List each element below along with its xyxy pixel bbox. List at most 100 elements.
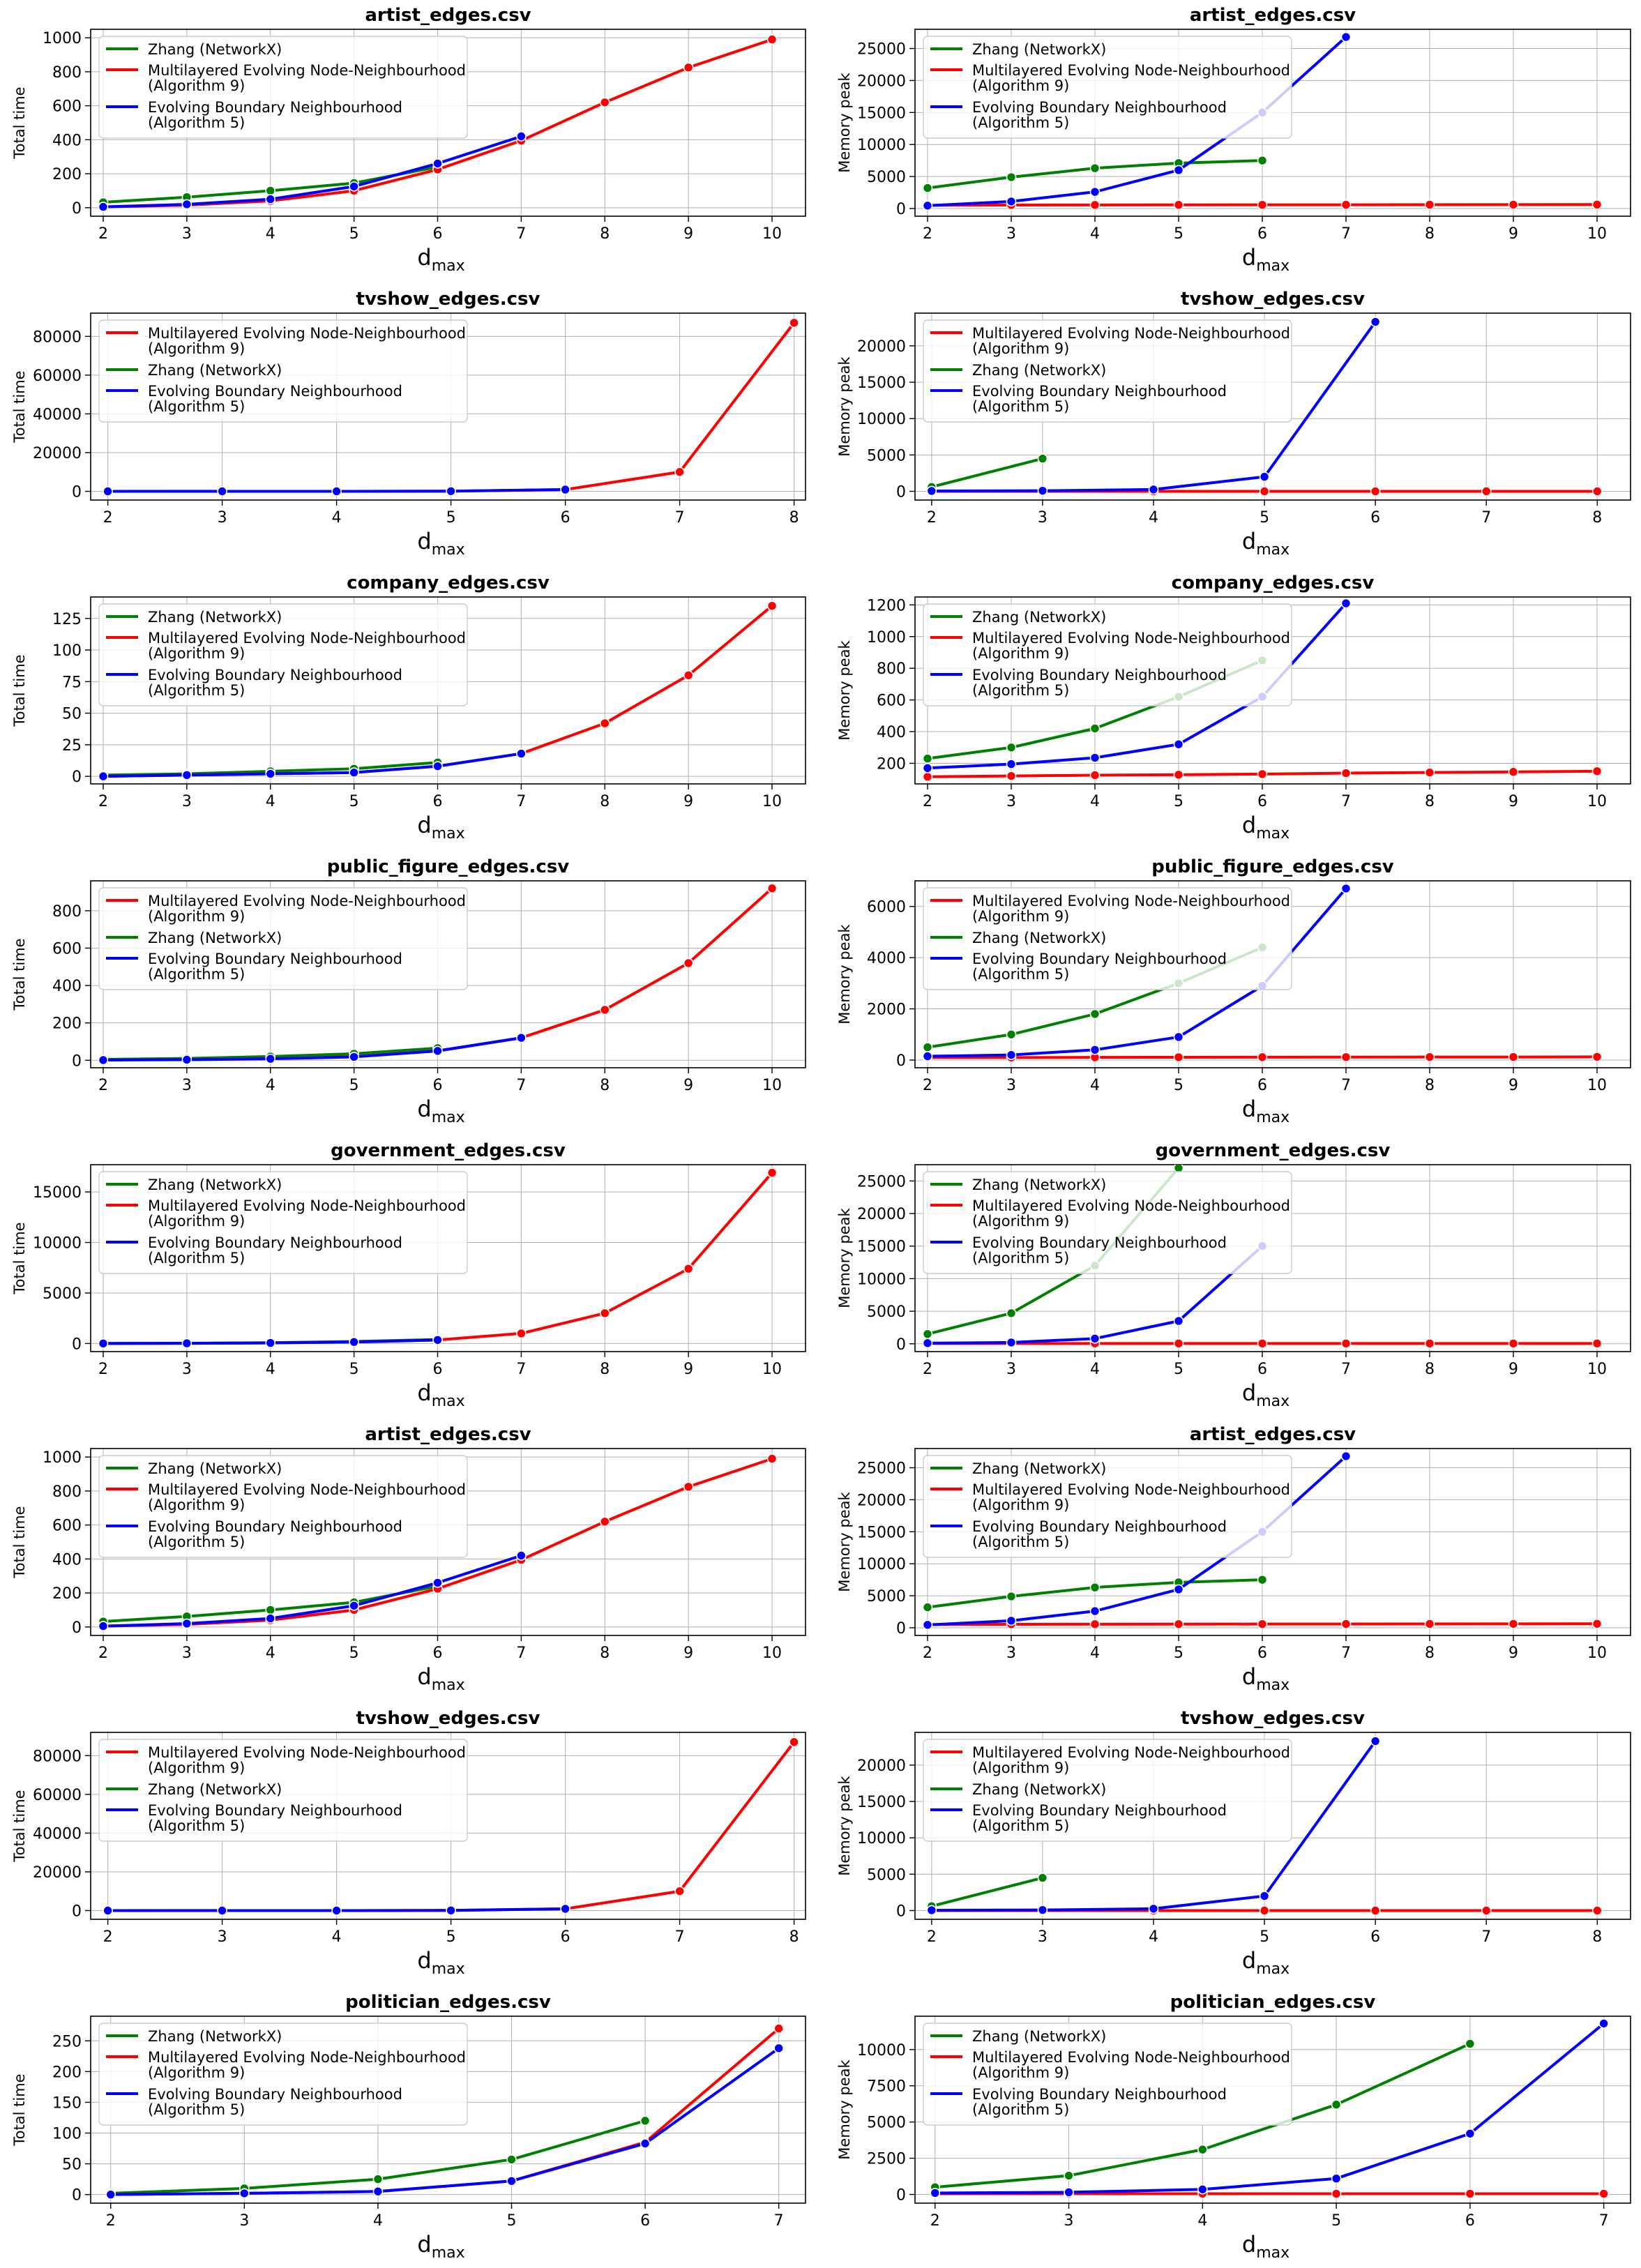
data-point-ebn: [432, 158, 443, 169]
data-point-ebn: [1089, 1605, 1101, 1617]
subplot-13: 2 3 4 5 6 7 8 0 20000 40000 60000 80000 tvshow_edges…: [11, 1708, 806, 1978]
y-tick-label: 40000: [33, 406, 82, 423]
y-tick-label: 125: [52, 611, 82, 628]
x-tick-label: 5: [1174, 1361, 1184, 1378]
data-point-mlenn: [766, 1453, 778, 1464]
y-tick-label: 400: [877, 724, 906, 741]
data-point-mlenn: [1508, 1338, 1519, 1349]
legend: Zhang (NetworkX) Multilayered Evolving No…: [923, 2023, 1292, 2126]
legend-label-zhang: Zhang (NetworkX): [148, 1460, 282, 1477]
y-tick-label: 600: [877, 693, 906, 710]
data-point-zhang: [265, 186, 276, 196]
subplot-title: public_figure_edges.csv: [1151, 856, 1394, 877]
plot-frame: [90, 596, 806, 785]
x-tick-label: 10: [762, 1361, 782, 1378]
plot-frame: [90, 1164, 806, 1352]
data-point-ebn: [560, 1903, 570, 1914]
y-tick-label: 20000: [857, 1757, 906, 1775]
series-line-ebn: [103, 135, 522, 209]
legend-box: [923, 319, 1292, 423]
data-point-mlenn: [683, 1481, 694, 1492]
y-tick-label: 800: [52, 903, 82, 921]
data-point-mlenn: [1424, 1052, 1435, 1062]
data-point-mlenn: [1370, 1905, 1381, 1916]
legend-box: [923, 1455, 1292, 1558]
legend-label-zhang: Zhang (NetworkX): [972, 930, 1106, 946]
data-point-ebn: [181, 199, 192, 210]
legend-label-ebn: Evolving Boundary Neighbourhood: [148, 951, 402, 967]
data-point-mlenn: [1424, 1619, 1435, 1629]
data-point-ebn: [1089, 1333, 1101, 1344]
y-tick-label: 200: [52, 166, 82, 183]
y-tick-label: 400: [52, 978, 82, 995]
x-tick-label: 8: [1425, 793, 1435, 810]
x-tick-label: 8: [1425, 1645, 1435, 1662]
series-line-zhang: [931, 457, 1043, 489]
legend-label-ebn: Evolving Boundary Neighbourhood: [972, 1518, 1227, 1535]
data-point-mlenn: [1089, 199, 1101, 211]
y-tick-label: 80000: [33, 328, 82, 346]
y-tick-label: 1200: [867, 597, 906, 614]
x-axis-label: dmax: [417, 1096, 464, 1126]
legend-box: [923, 36, 1292, 139]
x-tick-label: 4: [266, 225, 275, 243]
y-tick-label: 50: [62, 706, 82, 723]
legend-label-zhang: Zhang (NetworkX): [972, 362, 1106, 379]
y-tick-label: 250: [52, 2033, 82, 2050]
x-axis-label-subscript: max: [432, 257, 465, 275]
legend-box: [98, 887, 468, 990]
legend-label-zhang: Zhang (NetworkX): [972, 2028, 1106, 2045]
subplot-title: government_edges.csv: [1156, 1140, 1391, 1161]
data-point-mlenn: [1424, 199, 1435, 210]
data-point-zhang: [1006, 172, 1017, 183]
data-point-mlenn: [1257, 199, 1268, 210]
x-axis-label: dmax: [417, 244, 464, 275]
legend: Zhang (NetworkX) Multilayered Evolving No…: [98, 36, 468, 139]
x-tick-label: 3: [1006, 1361, 1016, 1378]
y-tick-label: 1000: [867, 629, 906, 647]
data-point-ebn: [349, 1336, 359, 1347]
x-tick-label: 10: [1587, 225, 1607, 243]
series-line-zhang: [931, 1876, 1043, 1908]
legend-label-mlenn: (Algorithm 9): [972, 340, 1069, 357]
y-tick-label: 600: [52, 940, 82, 958]
legend-label-ebn: Evolving Boundary Neighbourhood: [972, 2086, 1227, 2103]
x-tick-label: 3: [218, 1928, 227, 1946]
data-point-mlenn: [1173, 769, 1184, 780]
data-point-mlenn: [1173, 1338, 1184, 1349]
x-axis-label: dmax: [1242, 812, 1290, 842]
x-tick-label: 3: [182, 1645, 192, 1662]
data-point-ebn: [1037, 485, 1048, 496]
x-axis-label-subscript: max: [1256, 1393, 1290, 1410]
series-group: [926, 1736, 1603, 1916]
x-tick-label: 5: [1260, 509, 1269, 527]
plot-frame: [90, 312, 806, 501]
subplot-7: 2 3 4 5 6 7 8 9 10 0 200 400 600 800 public_figure_edg…: [11, 856, 806, 1126]
legend-label-ebn: (Algorithm 5): [972, 682, 1069, 699]
data-point-mlenn: [683, 958, 694, 969]
y-tick-label: 1000: [43, 1449, 82, 1467]
y-tick-label: 0: [896, 1620, 906, 1638]
x-tick-label: 2: [106, 2212, 116, 2230]
x-tick-label: 6: [1257, 225, 1267, 243]
y-axis-label: Memory peak: [836, 2059, 853, 2159]
legend-label-ebn: (Algorithm 5): [148, 2101, 245, 2118]
data-point-mlenn: [766, 1167, 778, 1178]
subplot-9: 2 3 4 5 6 7 8 9 10 0 5000 10000 15000 government_edge…: [11, 1140, 806, 1410]
x-tick-label: 4: [1090, 1361, 1100, 1378]
x-tick-label: 8: [600, 1645, 610, 1662]
data-point-mlenn: [1591, 1052, 1603, 1062]
y-tick-label: 40000: [33, 1825, 82, 1843]
data-point-ebn: [105, 2189, 116, 2200]
data-point-mlenn: [1591, 1905, 1603, 1916]
x-tick-label: 6: [1257, 1361, 1267, 1378]
y-tick-label: 15000: [857, 375, 906, 392]
data-point-ebn: [103, 486, 113, 497]
data-point-ebn: [560, 484, 570, 495]
legend: Zhang (NetworkX) Multilayered Evolving No…: [923, 1171, 1292, 1274]
x-tick-label: 5: [349, 225, 359, 243]
x-tick-label: 5: [1174, 793, 1184, 810]
data-point-ebn: [640, 2138, 651, 2149]
x-tick-label: 5: [1331, 2212, 1341, 2230]
legend-box: [98, 2023, 468, 2126]
